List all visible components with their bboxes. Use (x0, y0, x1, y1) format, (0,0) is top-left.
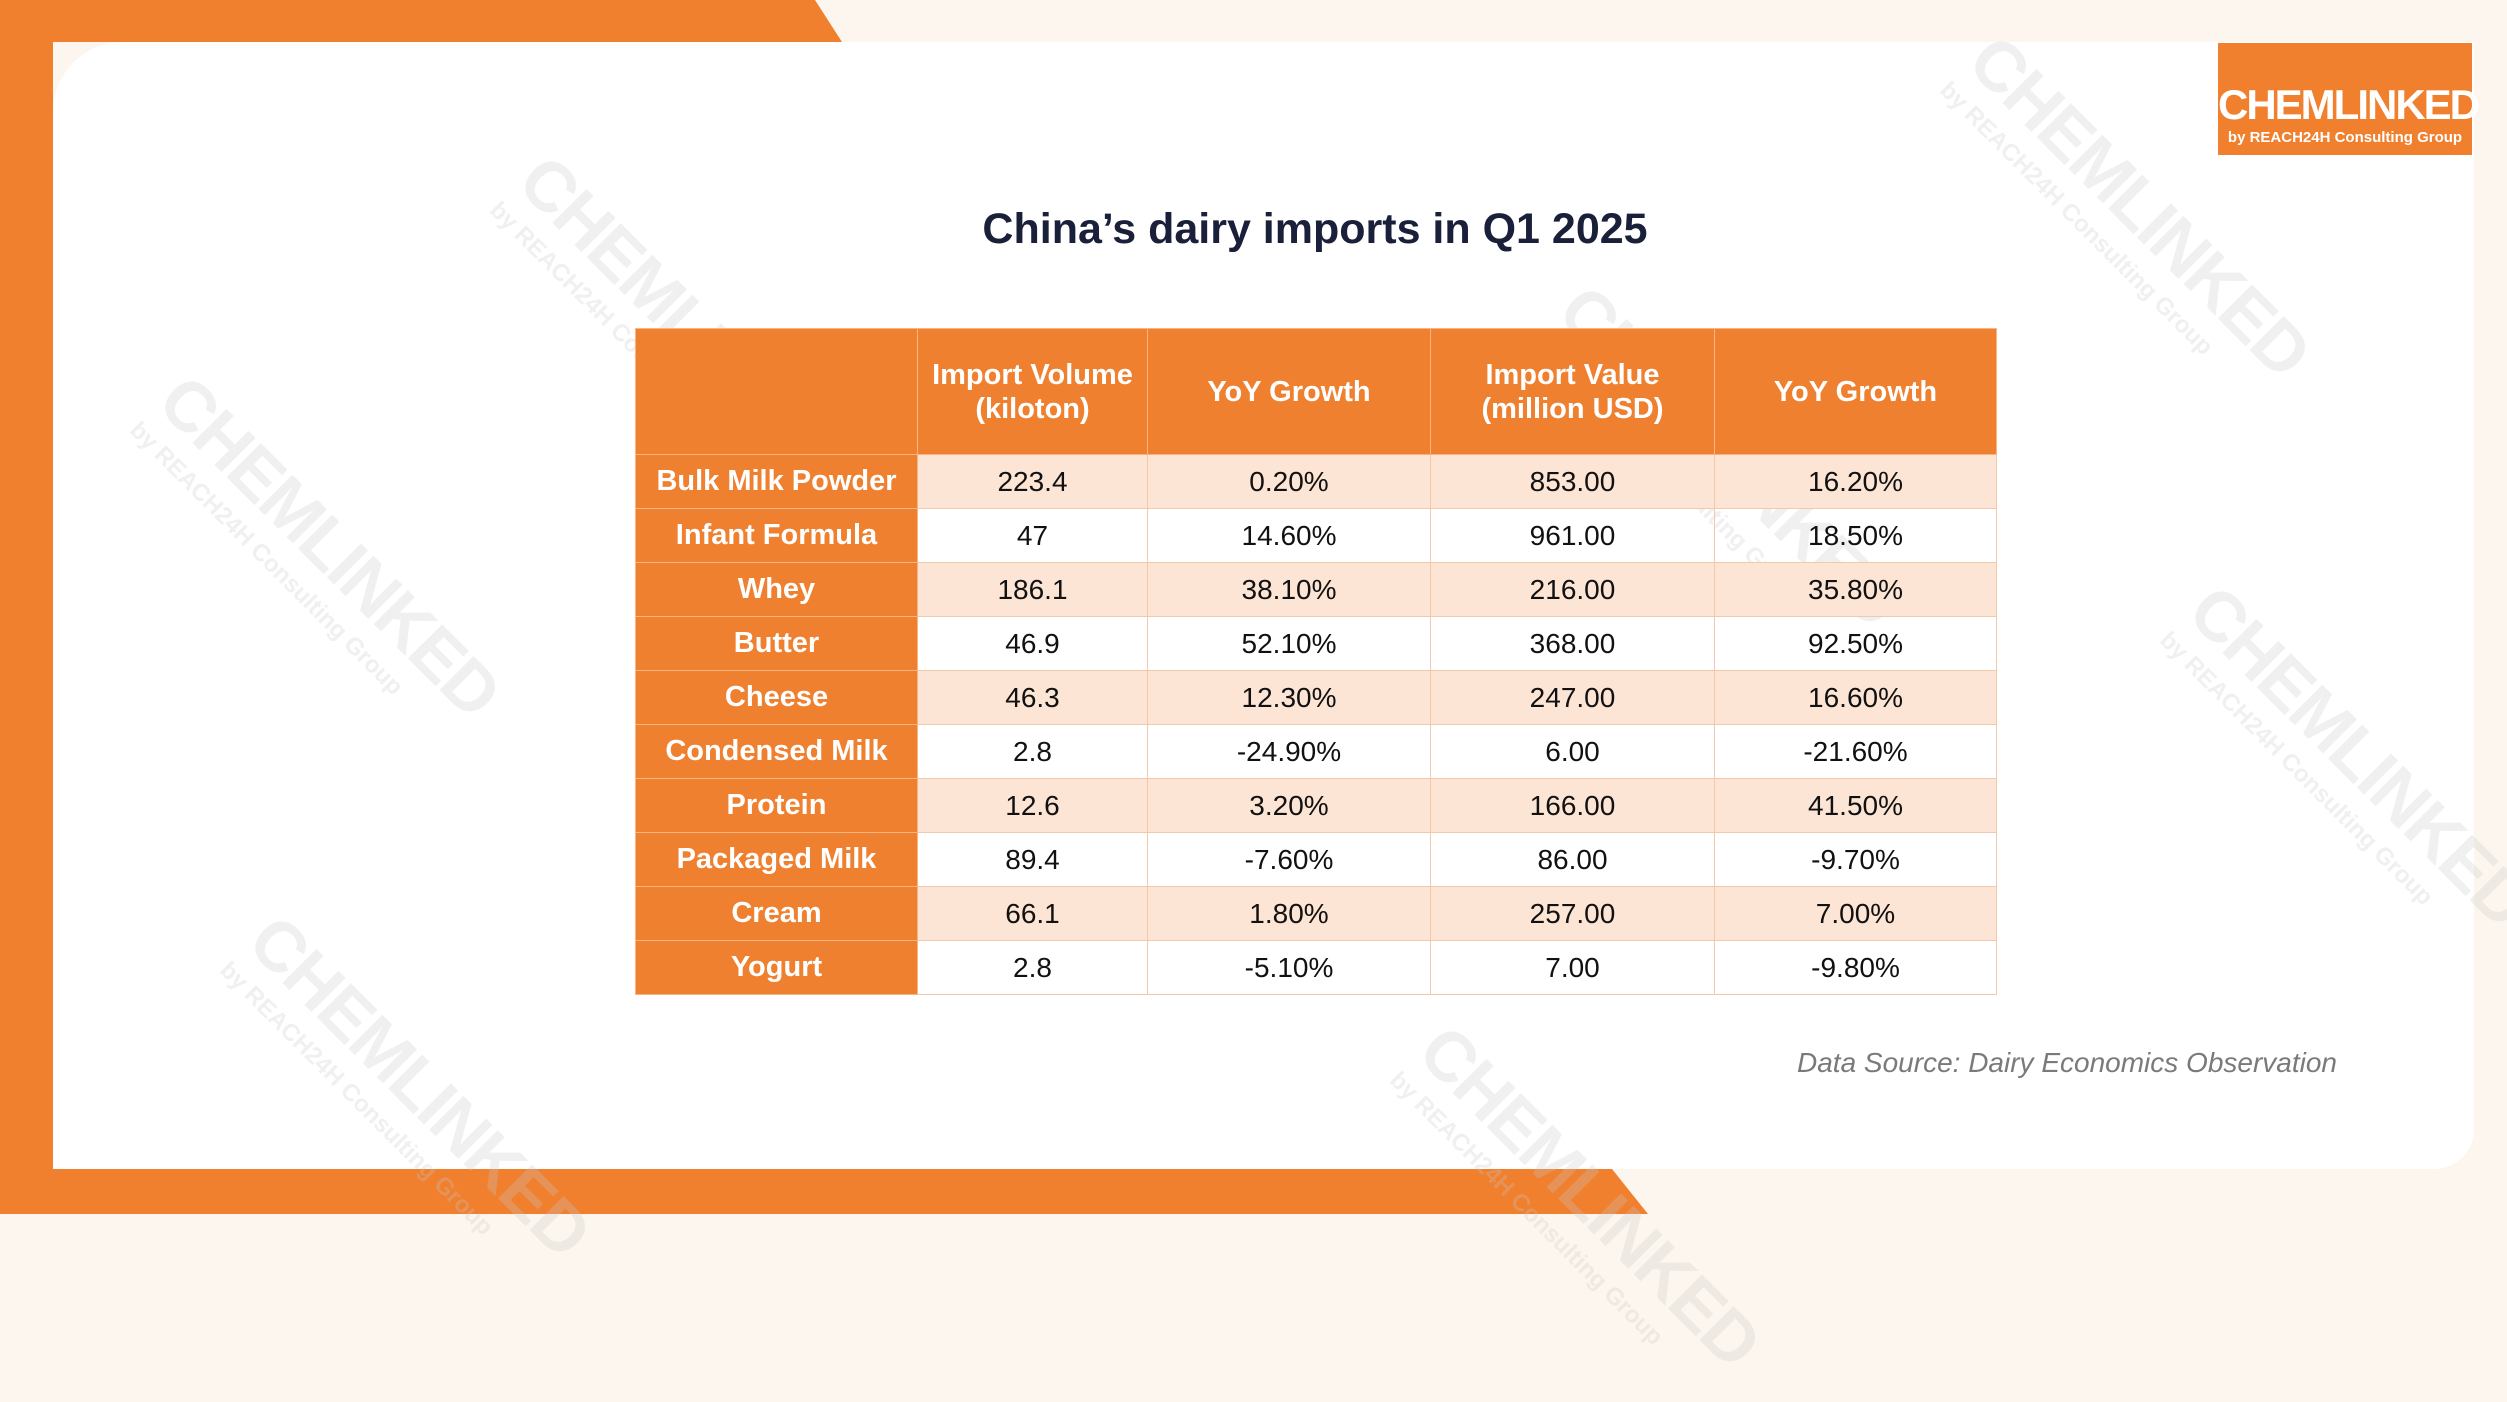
table-cell: 223.4 (917, 454, 1148, 509)
column-header: YoY Growth (1147, 328, 1431, 455)
table-cell: 6.00 (1430, 724, 1715, 779)
source-note: Data Source: Dairy Economics Observation (1797, 1047, 2337, 1078)
logo: CHEMLINKED by REACH24H Consulting Group (2218, 43, 2480, 155)
row-label: Protein (635, 778, 918, 833)
table-cell: 3.20% (1147, 778, 1431, 833)
table-cell: -9.80% (1714, 940, 1997, 995)
corner-cell (635, 328, 918, 455)
column-header: Import Value (million USD) (1430, 328, 1715, 455)
table-row: Cream 66.1 1.80% 257.00 7.00% (635, 886, 1997, 941)
table-cell: 12.30% (1147, 670, 1431, 725)
table-cell: 35.80% (1714, 562, 1997, 617)
table-cell: 41.50% (1714, 778, 1997, 833)
row-label: Cream (635, 886, 918, 941)
table-cell: 2.8 (917, 940, 1148, 995)
table-row: Condensed Milk 2.8 -24.90% 6.00 -21.60% (635, 724, 1997, 779)
table-cell: 166.00 (1430, 778, 1715, 833)
table-cell: 14.60% (1147, 508, 1431, 563)
table-cell: 216.00 (1430, 562, 1715, 617)
table-row: Bulk Milk Powder 223.4 0.20% 853.00 16.20% (635, 454, 1997, 509)
table-row: Infant Formula 47 14.60% 961.00 18.50% (635, 508, 1997, 563)
logo-tagline: by REACH24H Consulting Group (2227, 129, 2463, 146)
table-cell: 52.10% (1147, 616, 1431, 671)
header-row: Import Volume (kiloton) YoY Growth Import … (635, 328, 1997, 455)
table-row: Packaged Milk 89.4 -7.60% 86.00 -9.70% (635, 832, 1997, 887)
table-row: Whey 186.1 38.10% 216.00 35.80% (635, 562, 1997, 617)
table-cell: 92.50% (1714, 616, 1997, 671)
table-cell: -24.90% (1147, 724, 1431, 779)
table-cell: 2.8 (917, 724, 1148, 779)
table-cell: 7.00% (1714, 886, 1997, 941)
row-label: Infant Formula (635, 508, 918, 563)
table-cell: 368.00 (1430, 616, 1715, 671)
table-cell: 186.1 (917, 562, 1148, 617)
row-label: Cheese (635, 670, 918, 725)
table-cell: 7.00 (1430, 940, 1715, 995)
table-cell: -7.60% (1147, 832, 1431, 887)
row-label: Bulk Milk Powder (635, 454, 918, 509)
table-body: Bulk Milk Powder 223.4 0.20% 853.00 16.20% In… (635, 454, 1997, 995)
table-cell: 16.20% (1714, 454, 1997, 509)
table-cell: 961.00 (1430, 508, 1715, 563)
table-row: Butter 46.9 52.10% 368.00 92.50% (635, 616, 1997, 671)
table-cell: 66.1 (917, 886, 1148, 941)
title: China’s dairy imports in Q1 2025 (982, 205, 1648, 253)
table-row: Cheese 46.3 12.30% 247.00 16.60% (635, 670, 1997, 725)
row-label: Packaged Milk (635, 832, 918, 887)
table-cell: 12.6 (917, 778, 1148, 833)
table-cell: 46.3 (917, 670, 1148, 725)
table-cell: 16.60% (1714, 670, 1997, 725)
table-cell: 257.00 (1430, 886, 1715, 941)
row-label: Yogurt (635, 940, 918, 995)
table-cell: -5.10% (1147, 940, 1431, 995)
column-header: Import Volume (kiloton) (917, 328, 1148, 455)
row-label: Condensed Milk (635, 724, 918, 779)
row-label: Whey (635, 562, 918, 617)
data-table: Import Volume (kiloton) YoY Growth Import … (635, 328, 1997, 995)
table-cell: 47 (917, 508, 1148, 563)
table-cell: 1.80% (1147, 886, 1431, 941)
table-cell: -9.70% (1714, 832, 1997, 887)
table-cell: 247.00 (1430, 670, 1715, 725)
table-row: Protein 12.6 3.20% 166.00 41.50% (635, 778, 1997, 833)
logo-name: CHEMLINKED (2218, 81, 2480, 128)
table-cell: -21.60% (1714, 724, 1997, 779)
table-row: Yogurt 2.8 -5.10% 7.00 -9.80% (635, 940, 1997, 995)
table-cell: 18.50% (1714, 508, 1997, 563)
table-cell: 0.20% (1147, 454, 1431, 509)
table-cell: 853.00 (1430, 454, 1715, 509)
column-header: YoY Growth (1714, 328, 1997, 455)
table-cell: 89.4 (917, 832, 1148, 887)
row-label: Butter (635, 616, 918, 671)
table-cell: 46.9 (917, 616, 1148, 671)
table-cell: 86.00 (1430, 832, 1715, 887)
table-cell: 38.10% (1147, 562, 1431, 617)
